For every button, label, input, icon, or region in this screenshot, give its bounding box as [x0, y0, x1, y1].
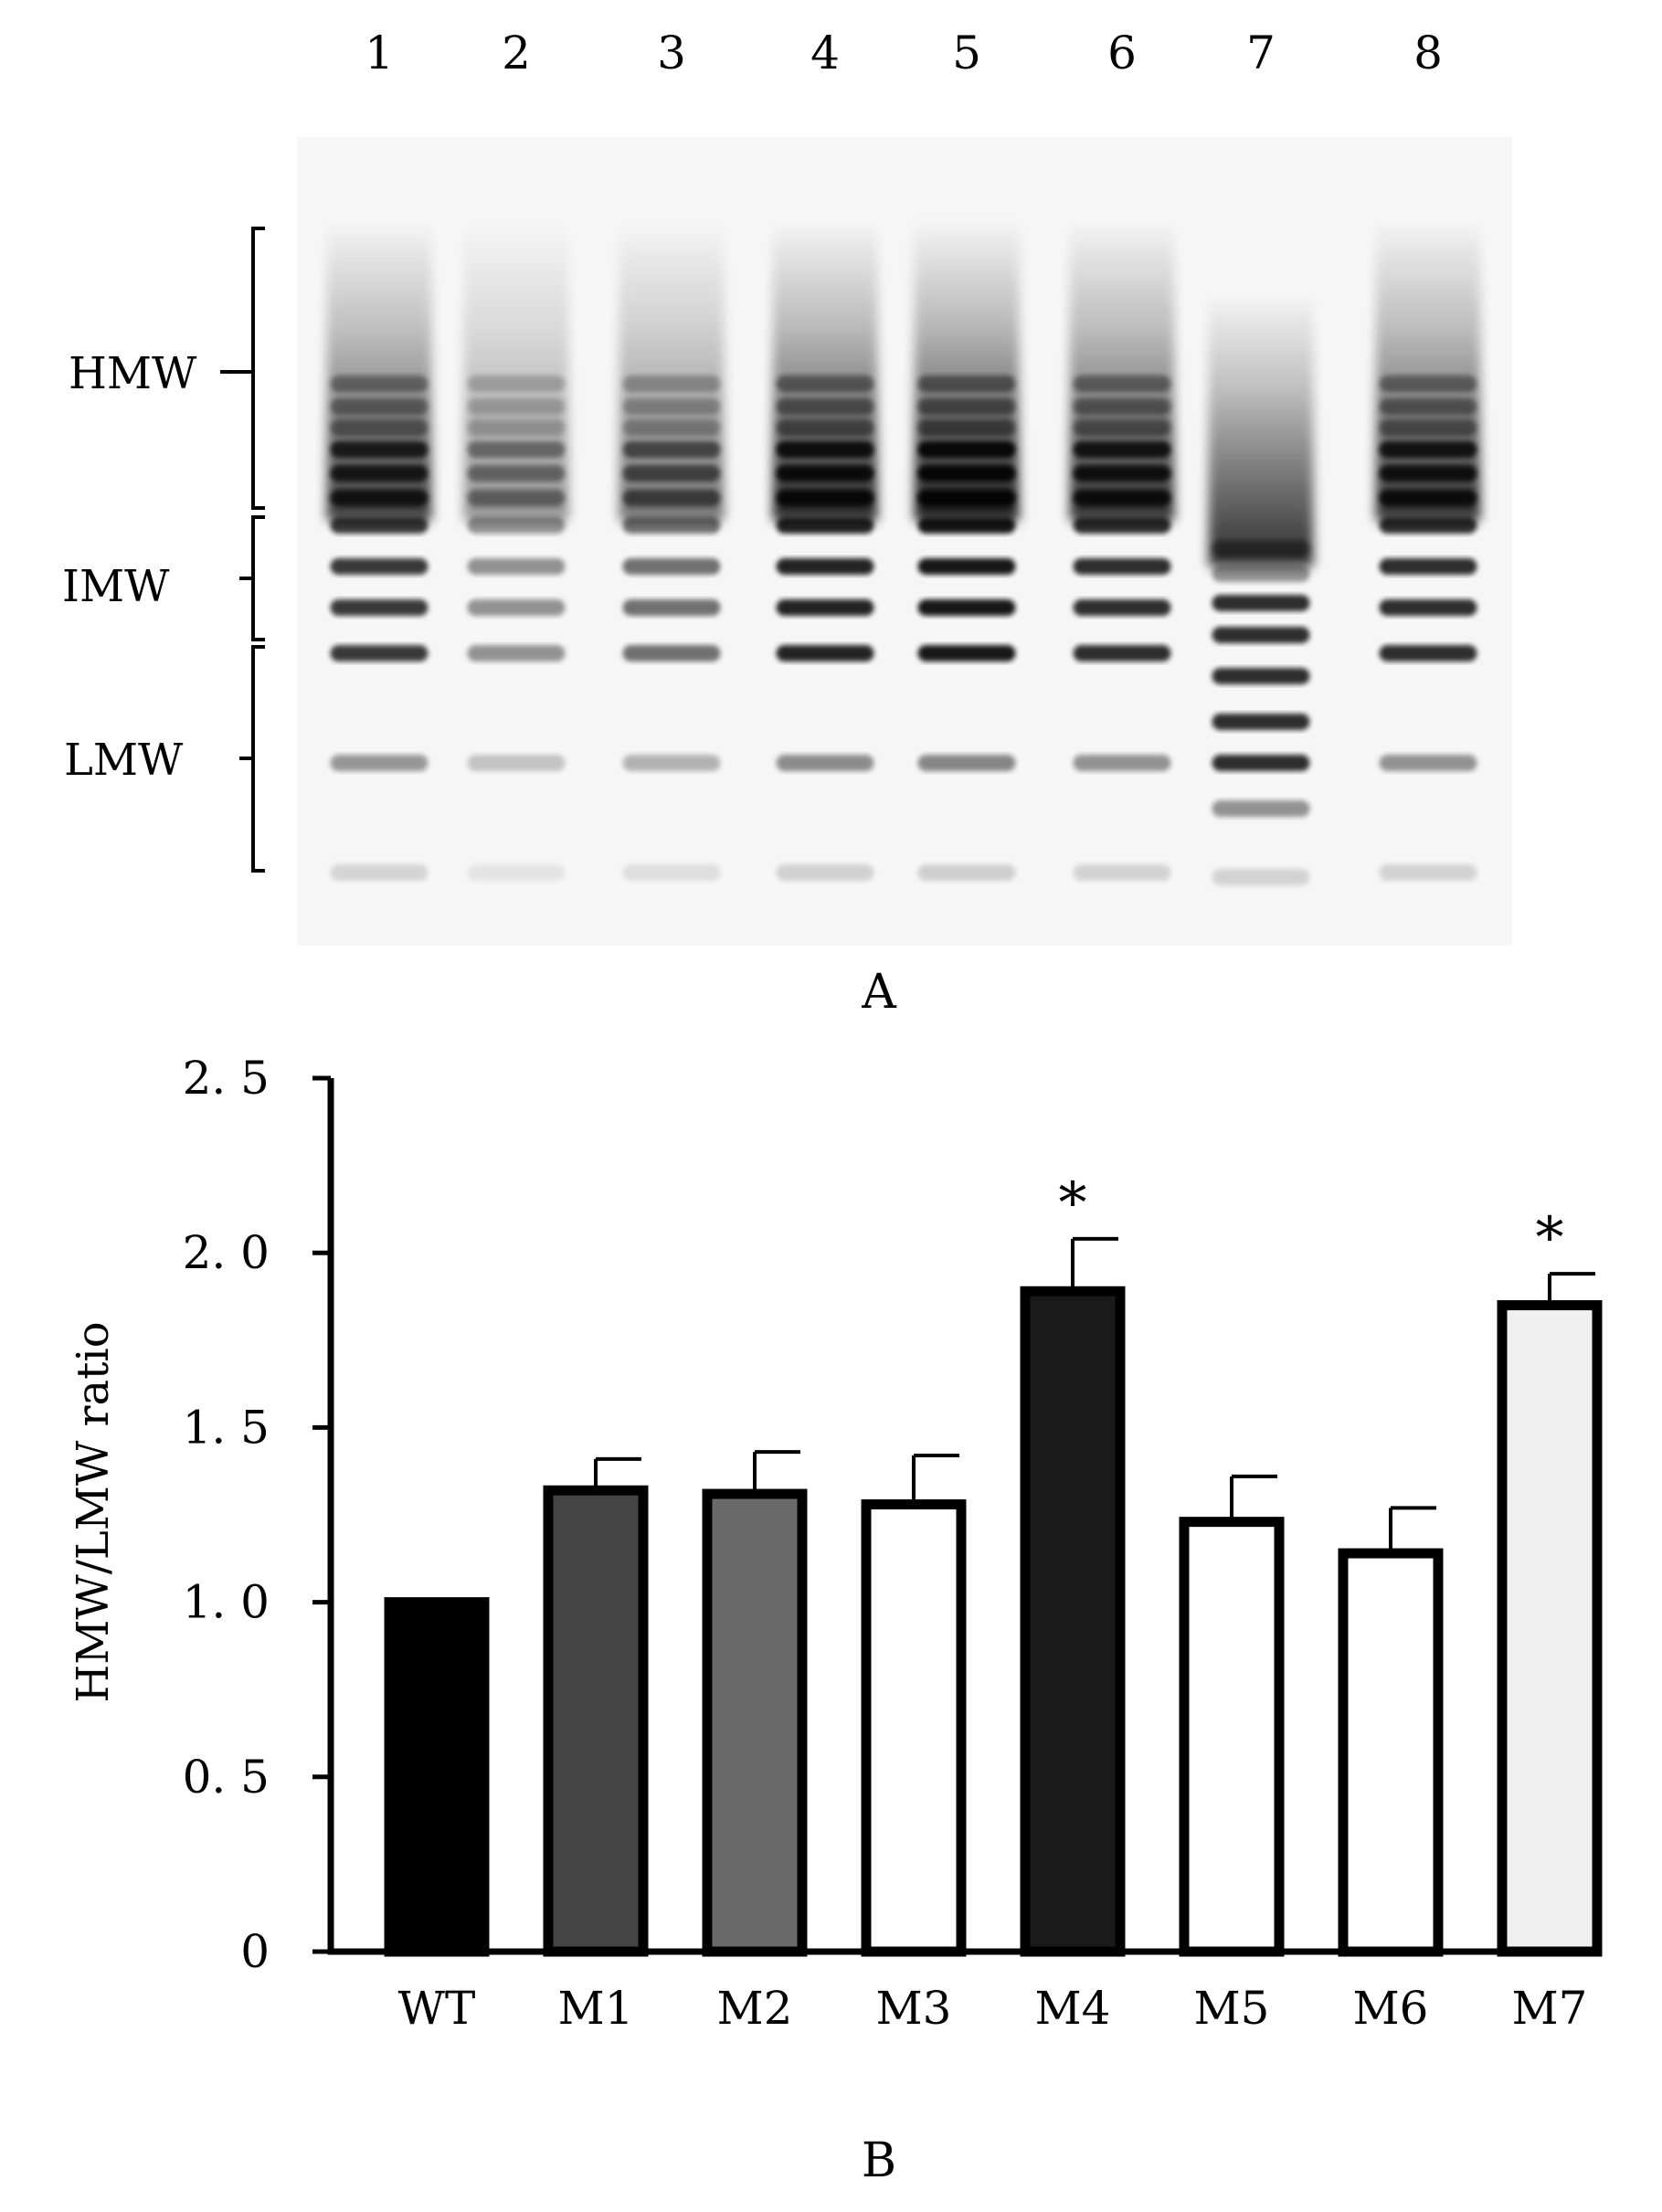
- y-tick-label-0: 0: [240, 1925, 270, 1978]
- x-axis-labels: WT M1 M2 M3 M4 M5 M6 M7: [398, 1982, 1588, 2035]
- bar-M4: [1020, 1286, 1126, 1957]
- bracket-imw: [239, 515, 265, 641]
- y-tick-label-1: 0. 5: [183, 1751, 270, 1804]
- lane-label-8: 8: [1413, 26, 1443, 79]
- significance-M4: *: [1059, 1170, 1087, 1236]
- lane-label-2: 2: [502, 26, 531, 79]
- bracket-lmw: [239, 645, 265, 873]
- bracket-hmw: [220, 227, 265, 510]
- bars: **: [384, 1170, 1603, 1957]
- gel-image: [297, 137, 1512, 946]
- bar-M1: [543, 1485, 649, 1957]
- gel-lane-6: [1069, 219, 1175, 881]
- lane-labels: 1 2 3 4 5 6 7 8: [365, 26, 1443, 79]
- gel-panel: 1 2 3 4 5 6 7 8 HMW IMW LMW A: [62, 26, 1512, 1020]
- bar-M2: [702, 1488, 808, 1957]
- imw-label: IMW: [62, 561, 170, 612]
- y-axis-label: HMW/LMW ratio: [68, 1321, 119, 1702]
- x-tick-label-M4: M4: [1034, 1982, 1110, 2035]
- x-tick-label-M5: M5: [1193, 1982, 1269, 2035]
- bar-M5: [1179, 1517, 1285, 1957]
- bar-M7: [1497, 1300, 1603, 1957]
- lane-label-1: 1: [365, 26, 394, 79]
- x-tick-label-M3: M3: [875, 1982, 951, 2035]
- gel-lane-3: [619, 219, 725, 881]
- x-tick-label-WT: WT: [398, 1982, 476, 2035]
- gel-lane-7: [1208, 292, 1314, 885]
- gel-lane-2: [463, 219, 569, 881]
- panel-b-caption: B: [862, 2133, 896, 2188]
- bar-M6: [1338, 1548, 1444, 1957]
- gel-lane-4: [772, 219, 878, 881]
- lane-label-7: 7: [1246, 26, 1276, 79]
- lane-label-6: 6: [1107, 26, 1137, 79]
- y-tick-label-2: 1. 0: [183, 1576, 270, 1629]
- significance-M7: *: [1536, 1204, 1564, 1271]
- y-tick-label-3: 1. 5: [183, 1401, 270, 1454]
- x-tick-label-M1: M1: [557, 1982, 633, 2035]
- x-tick-label-M6: M6: [1352, 1982, 1428, 2035]
- panel-a-caption: A: [861, 965, 897, 1020]
- gel-lane-1: [326, 219, 432, 881]
- bar-WT: [384, 1597, 490, 1957]
- gel-lane-5: [914, 219, 1020, 881]
- x-tick-label-M7: M7: [1511, 1982, 1587, 2035]
- bar-M3: [861, 1499, 967, 1957]
- hmw-label: HMW: [69, 348, 197, 399]
- lane-label-4: 4: [810, 26, 840, 79]
- y-tick-label-5: 2. 5: [183, 1052, 270, 1105]
- y-tick-label-4: 2. 0: [183, 1226, 270, 1279]
- lane-label-3: 3: [657, 26, 686, 79]
- bar-chart: HMW/LMW ratio 00. 51. 01. 52. 02. 5 ** W…: [68, 1052, 1603, 2188]
- y-axis-ticks: 0 0. 5 1. 0 1. 5 2. 0 2. 5: [183, 1052, 331, 1978]
- lmw-label: LMW: [64, 735, 184, 786]
- gel-lane-8: [1375, 219, 1481, 881]
- x-tick-label-M2: M2: [716, 1982, 792, 2035]
- lane-label-5: 5: [952, 26, 981, 79]
